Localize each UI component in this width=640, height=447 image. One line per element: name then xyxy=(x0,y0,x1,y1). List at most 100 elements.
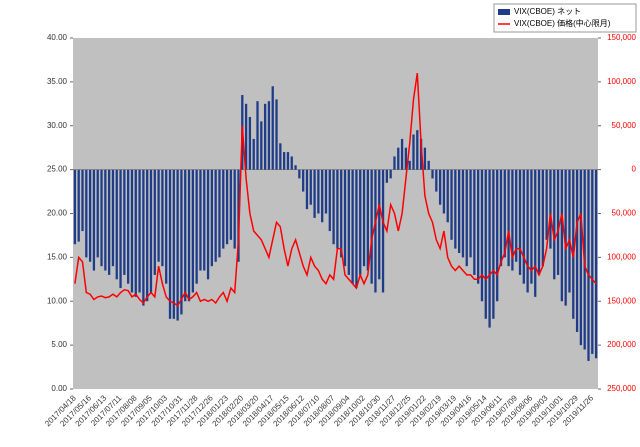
bar xyxy=(374,169,377,293)
bar xyxy=(458,169,461,253)
bar xyxy=(157,169,160,262)
y2-tick-label: 150,000 xyxy=(607,33,636,42)
bar xyxy=(149,169,153,293)
y-tick-label: 30.00 xyxy=(47,121,68,130)
bar xyxy=(161,169,164,267)
bar xyxy=(271,86,274,170)
bar xyxy=(176,169,179,321)
bar xyxy=(199,169,202,271)
bar xyxy=(591,169,594,354)
bar xyxy=(313,169,316,218)
bar xyxy=(393,156,396,170)
bar xyxy=(214,169,217,262)
y-tick-label: 0.00 xyxy=(51,384,67,393)
bar xyxy=(423,147,427,170)
bar xyxy=(515,169,518,262)
bar xyxy=(461,169,465,258)
bar xyxy=(195,169,198,284)
bar xyxy=(244,103,248,170)
bar xyxy=(381,169,385,293)
y2-tick-label: 50,000 xyxy=(612,209,637,218)
bar xyxy=(153,169,156,275)
bar xyxy=(549,169,552,249)
bar xyxy=(419,138,423,170)
y2-tick-label: 100,000 xyxy=(607,77,636,86)
bar xyxy=(518,169,522,275)
bar xyxy=(108,169,111,275)
bar xyxy=(302,169,305,192)
bar xyxy=(73,169,77,245)
bar xyxy=(507,169,510,267)
bar xyxy=(317,169,320,214)
plot-area xyxy=(73,38,598,389)
bar xyxy=(416,130,419,170)
bar xyxy=(465,169,468,267)
bar xyxy=(404,147,408,170)
y-tick-label: 35.00 xyxy=(47,77,68,86)
bar xyxy=(218,169,221,258)
bar xyxy=(572,169,575,319)
bar xyxy=(127,169,130,284)
bar xyxy=(309,169,312,205)
bar xyxy=(290,156,293,170)
bar xyxy=(237,169,240,262)
bar xyxy=(111,169,115,267)
y2-tick-label: 50,000 xyxy=(612,121,637,130)
bar xyxy=(568,169,571,293)
bar xyxy=(275,99,278,170)
bar xyxy=(294,165,297,170)
y-tick-label: 10.00 xyxy=(47,296,68,305)
bar xyxy=(545,169,548,240)
bar xyxy=(138,169,141,293)
bar xyxy=(579,169,583,346)
bar xyxy=(488,169,491,328)
bar xyxy=(233,169,236,249)
legend-label: VIX(CBOE) 価格(中心限月) xyxy=(514,18,611,28)
bar xyxy=(397,147,400,170)
bar xyxy=(438,169,442,205)
bar xyxy=(279,143,282,170)
bar xyxy=(575,169,579,332)
bar xyxy=(332,169,335,245)
bar xyxy=(492,169,495,319)
legend-box xyxy=(493,3,637,33)
bar xyxy=(100,169,103,267)
bar xyxy=(328,169,331,232)
bar xyxy=(88,169,92,262)
bar xyxy=(96,169,99,258)
bar xyxy=(378,169,381,280)
bar xyxy=(134,169,137,297)
bar xyxy=(324,169,328,214)
bar xyxy=(362,169,366,267)
bar xyxy=(229,169,233,240)
bar xyxy=(130,169,134,293)
bar xyxy=(206,169,210,280)
bar xyxy=(222,169,225,249)
bar xyxy=(115,169,118,280)
bar xyxy=(347,169,350,275)
bar xyxy=(210,169,213,267)
bar xyxy=(484,169,487,319)
bar xyxy=(522,169,525,284)
bar xyxy=(594,169,598,359)
bar xyxy=(530,169,533,284)
bar xyxy=(526,169,529,293)
legend-label: VIX(CBOE) ネット xyxy=(514,7,581,16)
bar xyxy=(260,121,263,170)
bar xyxy=(389,169,392,179)
bar xyxy=(477,169,480,284)
bar xyxy=(119,169,122,289)
bar xyxy=(142,169,145,306)
bar xyxy=(450,169,453,240)
bar xyxy=(263,103,267,170)
bar xyxy=(340,169,343,258)
y-tick-label: 15.00 xyxy=(47,252,68,261)
bar xyxy=(92,169,96,271)
bar xyxy=(168,169,172,319)
bar xyxy=(560,169,563,302)
bar xyxy=(496,169,499,302)
bar xyxy=(427,160,430,170)
bar xyxy=(553,169,556,280)
bar xyxy=(537,169,541,275)
